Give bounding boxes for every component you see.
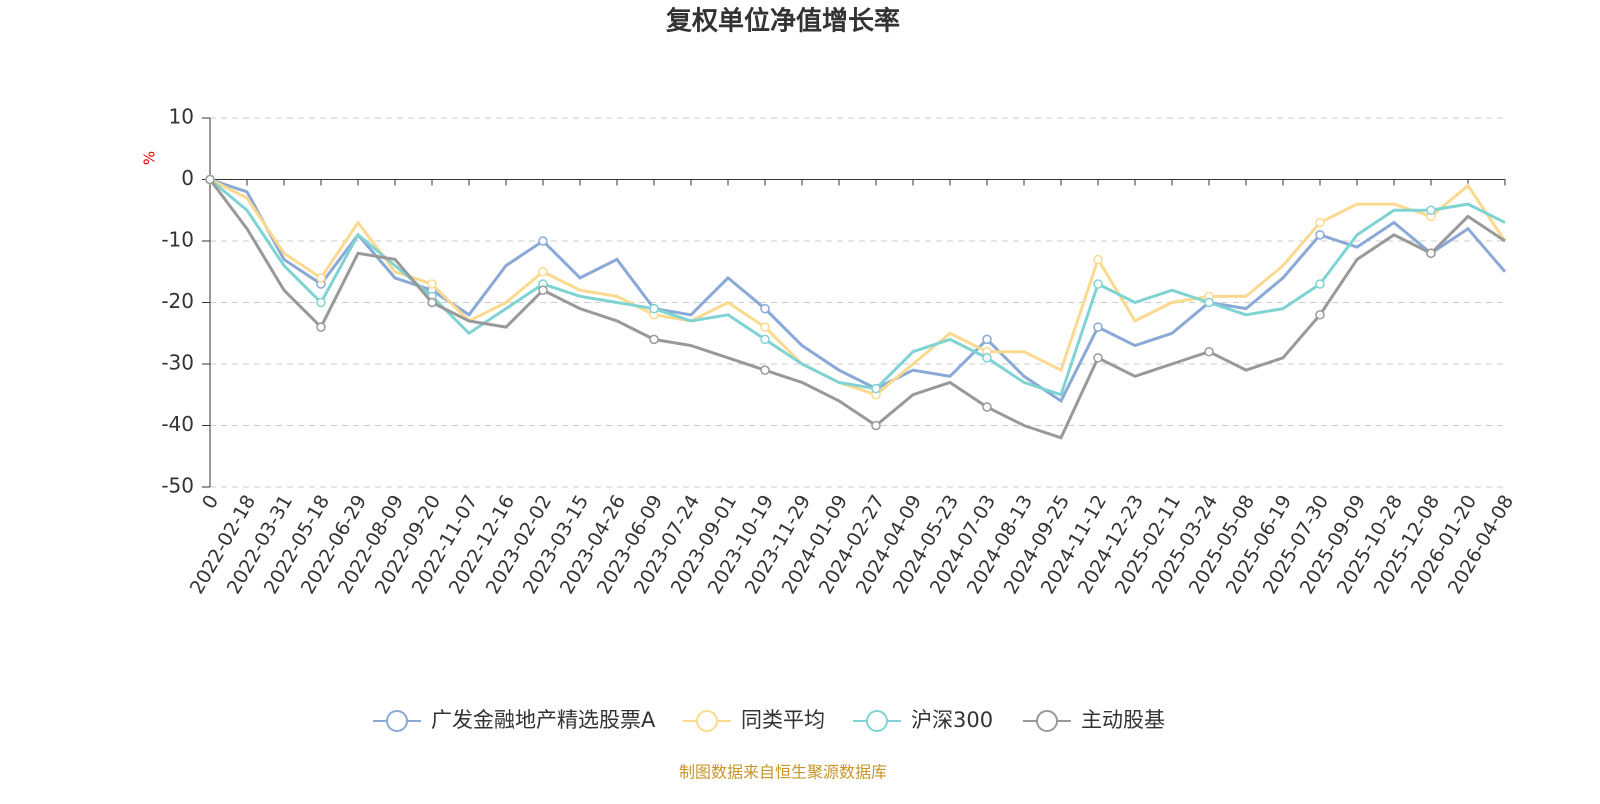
legend-marker bbox=[866, 710, 888, 732]
point-marker bbox=[1204, 297, 1214, 308]
series-line bbox=[208, 178, 1506, 440]
series-line bbox=[209, 178, 1506, 397]
point-marker bbox=[205, 174, 215, 185]
y-tick-label: -30 bbox=[161, 351, 194, 375]
point-marker bbox=[316, 297, 326, 308]
chart-title: 复权单位净值增长率 bbox=[666, 6, 900, 37]
series-line bbox=[209, 178, 1507, 404]
point-marker bbox=[649, 334, 659, 345]
point-marker bbox=[316, 322, 326, 332]
point-marker bbox=[1426, 248, 1436, 259]
point-marker bbox=[538, 267, 548, 277]
legend-label: 沪深300 bbox=[911, 708, 993, 732]
y-tick-label: -40 bbox=[161, 412, 194, 436]
point-marker bbox=[1315, 279, 1325, 289]
point-marker bbox=[760, 334, 770, 345]
y-tick-label: -10 bbox=[161, 228, 194, 252]
point-marker bbox=[1204, 346, 1214, 357]
point-marker bbox=[1093, 322, 1103, 332]
legend-label: 广发金融地产精选股票A bbox=[431, 708, 656, 732]
point-marker bbox=[1315, 230, 1325, 240]
legend-marker bbox=[1036, 710, 1058, 732]
y-tick-label: -20 bbox=[161, 289, 194, 313]
point-marker bbox=[316, 273, 326, 283]
legend-marker bbox=[386, 710, 408, 732]
point-marker bbox=[1093, 279, 1103, 289]
point-marker bbox=[1093, 353, 1103, 363]
point-marker bbox=[649, 303, 659, 314]
point-marker bbox=[760, 365, 770, 375]
point-marker bbox=[982, 402, 992, 412]
point-marker bbox=[538, 236, 548, 246]
point-marker bbox=[1093, 254, 1103, 265]
point-marker bbox=[538, 285, 548, 295]
point-marker bbox=[982, 334, 992, 345]
point-marker bbox=[871, 420, 881, 431]
point-marker bbox=[1315, 217, 1325, 228]
series-line bbox=[209, 178, 1507, 397]
point-marker bbox=[760, 303, 770, 314]
legend-label: 同类平均 bbox=[741, 708, 825, 732]
legend-marker bbox=[696, 710, 718, 732]
point-marker bbox=[982, 353, 992, 363]
legend-label: 主动股基 bbox=[1081, 708, 1165, 732]
y-tick-label: 10 bbox=[169, 105, 194, 129]
source-note: 制图数据来自恒生聚源数据库 bbox=[679, 763, 887, 782]
y-tick-label: -50 bbox=[161, 474, 194, 498]
y-tick-label: 0 bbox=[181, 166, 194, 190]
x-tick-label: 0 bbox=[198, 491, 223, 512]
point-marker bbox=[871, 383, 881, 394]
point-marker bbox=[1315, 310, 1325, 320]
point-marker bbox=[427, 279, 437, 289]
point-marker bbox=[760, 322, 770, 332]
point-marker bbox=[427, 297, 437, 308]
point-marker bbox=[1426, 205, 1436, 215]
y-axis-label: % bbox=[141, 151, 159, 165]
